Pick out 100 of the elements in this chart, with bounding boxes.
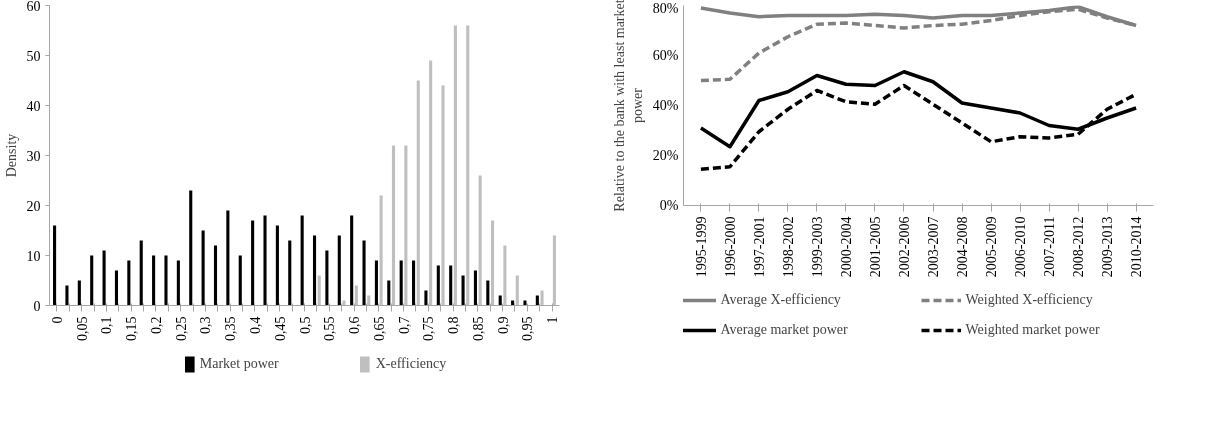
bar: [416, 80, 420, 306]
bar: [461, 275, 465, 306]
x-tick-label: 0,95: [520, 316, 536, 341]
bar: [412, 260, 416, 306]
x-tick-label: 2010-2014: [1129, 216, 1145, 278]
y-tick-label: 0: [33, 298, 41, 314]
bar: [213, 245, 218, 306]
bar: [354, 285, 358, 306]
y-tick-label: 60: [26, 0, 41, 14]
x-tick-label: 0,65: [371, 316, 387, 341]
y-axis-title: Relative to the bank with least market power: [611, 0, 645, 212]
y-tick-label: 10: [26, 248, 41, 264]
bar: [176, 260, 180, 306]
x-tick-label: 2004-2008: [955, 216, 971, 278]
legend-label: Average X-efficiency: [720, 292, 842, 308]
x-tick-label: 0,55: [322, 316, 338, 341]
x-tick-label: 0,8: [446, 316, 462, 334]
x-tick-label: 0,25: [173, 316, 189, 341]
bar: [449, 265, 453, 306]
x-tick-label: 2006-2010: [1013, 216, 1029, 278]
x-tick-label: 2005-2009: [984, 216, 1000, 278]
bar: [53, 225, 57, 306]
bar: [312, 235, 317, 306]
x-tick-label: 0,15: [124, 316, 140, 341]
x-tick-label: 0,7: [396, 316, 412, 334]
y-tick-label: 20%: [652, 148, 679, 163]
y-tick-label: 30: [26, 148, 41, 164]
bar: [90, 255, 94, 306]
bar: [424, 290, 428, 306]
bar: [473, 270, 477, 306]
bar: [226, 210, 230, 306]
bar: [362, 240, 366, 306]
bar: [114, 270, 119, 306]
x-tick-label: 0,35: [223, 316, 239, 341]
bar: [139, 240, 143, 306]
x-tick-label: 0,85: [470, 316, 486, 341]
bar: [201, 230, 205, 306]
x-tick-label: 2003-2007: [926, 216, 942, 278]
bar: [466, 25, 470, 306]
bar: [65, 285, 69, 306]
y-tick-label: 20: [26, 198, 41, 214]
x-tick-label: 1996-2000: [722, 216, 738, 278]
bar: [441, 85, 445, 306]
bar: [486, 280, 490, 306]
x-tick-label: 0,45: [272, 316, 288, 341]
bar: [540, 290, 544, 306]
legend-label: Weighted market power: [965, 322, 1101, 338]
bar: [453, 25, 457, 306]
bar: [77, 280, 81, 306]
bar: [288, 240, 292, 306]
bar: [552, 235, 556, 306]
bar: [337, 235, 341, 306]
bar: [300, 215, 304, 306]
x-tick-label: 0,9: [495, 316, 511, 334]
y-tick-label: 50: [26, 48, 41, 64]
legend-label: Weighted X-efficiency: [965, 292, 1094, 308]
y-tick-label: 0%: [659, 198, 679, 213]
bar: [342, 300, 346, 306]
bar: [325, 250, 329, 306]
legend-label: Market power: [199, 356, 279, 372]
x-tick-label: 2009-2013: [1100, 216, 1116, 278]
x-tick-label: 2007-2011: [1042, 216, 1058, 277]
y-tick-label: 60%: [652, 48, 679, 63]
x-tick-label: 1998-2002: [780, 216, 796, 278]
bar: [490, 220, 495, 306]
bar: [102, 250, 106, 306]
x-tick-label: 0,1: [99, 316, 115, 334]
x-tick-label: 1: [545, 316, 561, 324]
x-tick-label: 2002-2006: [896, 216, 912, 278]
bar: [374, 260, 378, 306]
bar: [379, 195, 383, 306]
y-tick-label: 40%: [652, 98, 679, 113]
bar: [503, 245, 507, 306]
bar: [478, 175, 482, 306]
x-tick-label: 0,6: [347, 316, 363, 334]
x-tick-label: 0,4: [247, 316, 263, 334]
bar: [317, 275, 321, 306]
y-axis-title: Density: [3, 133, 19, 178]
bar: [404, 145, 408, 306]
bar: [436, 265, 440, 306]
bar: [189, 190, 193, 306]
x-tick-label: 0,05: [74, 316, 90, 341]
bar: [429, 60, 433, 306]
x-tick-label: 0,75: [421, 316, 437, 341]
bar: [251, 220, 255, 306]
bar: [164, 255, 168, 306]
legend-label: Average market power: [720, 322, 849, 338]
bar: [152, 255, 156, 306]
bar: [399, 260, 403, 306]
legend-label: X-efficiency: [375, 356, 447, 372]
bar: [515, 275, 519, 306]
x-tick-label: 0: [49, 316, 65, 324]
bar: [387, 280, 391, 306]
x-tick-label: 2008-2012: [1071, 216, 1087, 278]
bar: [127, 260, 131, 306]
x-tick-label: 0,3: [198, 316, 214, 334]
y-tick-label: 80%: [652, 0, 679, 16]
bar: [391, 145, 396, 306]
x-tick-label: 0,5: [297, 316, 313, 334]
x-tick-label: 0,2: [148, 316, 164, 334]
